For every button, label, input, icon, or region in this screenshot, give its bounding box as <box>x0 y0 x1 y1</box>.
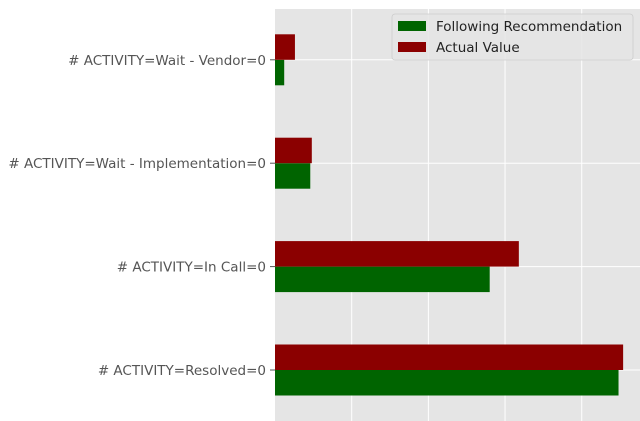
bar-actual-value <box>275 344 624 370</box>
y-tick-label: # ACTIVITY=Wait - Implementation=0 <box>8 156 266 172</box>
legend-label-actual-value: Actual Value <box>436 40 520 56</box>
bar-following-recommendation <box>275 370 619 396</box>
bar-following-recommendation <box>275 163 311 189</box>
bar-following-recommendation <box>275 266 490 293</box>
legend: Following Recommendation Actual Value <box>391 13 634 61</box>
bar-following-recommendation <box>275 59 285 86</box>
y-tick-labels: # ACTIVITY=Resolved=0 # ACTIVITY=In Call=… <box>8 53 275 379</box>
legend-swatch-following-recommendation <box>398 21 426 31</box>
legend-label-following-recommendation: Following Recommendation <box>436 19 622 35</box>
bar-actual-value <box>275 241 519 267</box>
bars <box>275 34 624 396</box>
y-tick-label: # ACTIVITY=Wait - Vendor=0 <box>68 53 266 69</box>
bar-actual-value <box>275 137 312 164</box>
legend-box <box>391 13 634 61</box>
y-tick-label: # ACTIVITY=Resolved=0 <box>98 363 266 379</box>
y-tick-label: # ACTIVITY=In Call=0 <box>117 260 266 276</box>
bar-actual-value <box>275 34 295 60</box>
legend-swatch-actual-value <box>398 42 426 52</box>
